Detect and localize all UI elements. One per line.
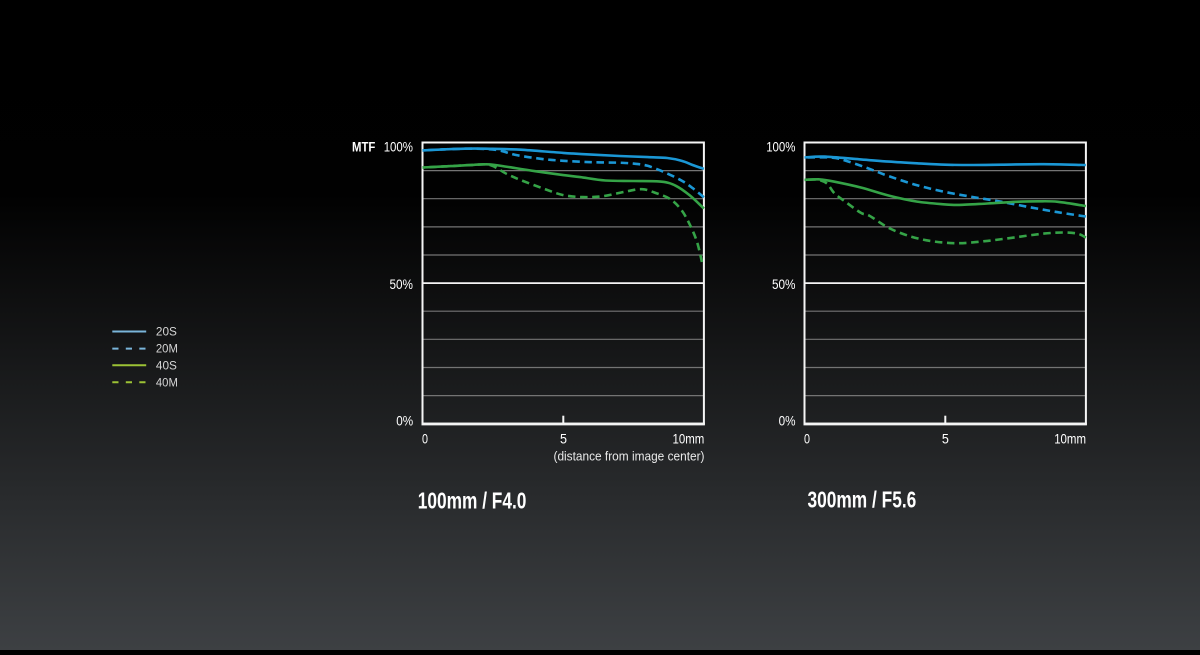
- svg-text:10mm: 10mm: [1054, 431, 1086, 447]
- svg-text:0%: 0%: [396, 413, 413, 429]
- svg-text:100%: 100%: [766, 139, 795, 155]
- svg-text:40M: 40M: [156, 375, 178, 389]
- svg-text:20M: 20M: [156, 342, 178, 356]
- svg-text:0: 0: [422, 431, 428, 447]
- svg-text:300mm / F5.6: 300mm / F5.6: [808, 487, 917, 513]
- svg-text:100%: 100%: [384, 139, 413, 155]
- svg-text:0%: 0%: [779, 413, 796, 429]
- svg-text:50%: 50%: [390, 276, 414, 292]
- svg-text:5: 5: [560, 431, 567, 447]
- svg-text:40S: 40S: [156, 358, 177, 372]
- svg-text:10mm: 10mm: [673, 431, 705, 447]
- svg-text:(distance from image center): (distance from image center): [554, 448, 705, 463]
- svg-text:0: 0: [804, 431, 810, 447]
- svg-text:MTF: MTF: [352, 139, 376, 155]
- svg-text:100mm / F4.0: 100mm / F4.0: [418, 487, 527, 513]
- svg-text:20S: 20S: [156, 325, 177, 339]
- svg-text:5: 5: [942, 431, 949, 447]
- svg-text:50%: 50%: [772, 276, 796, 292]
